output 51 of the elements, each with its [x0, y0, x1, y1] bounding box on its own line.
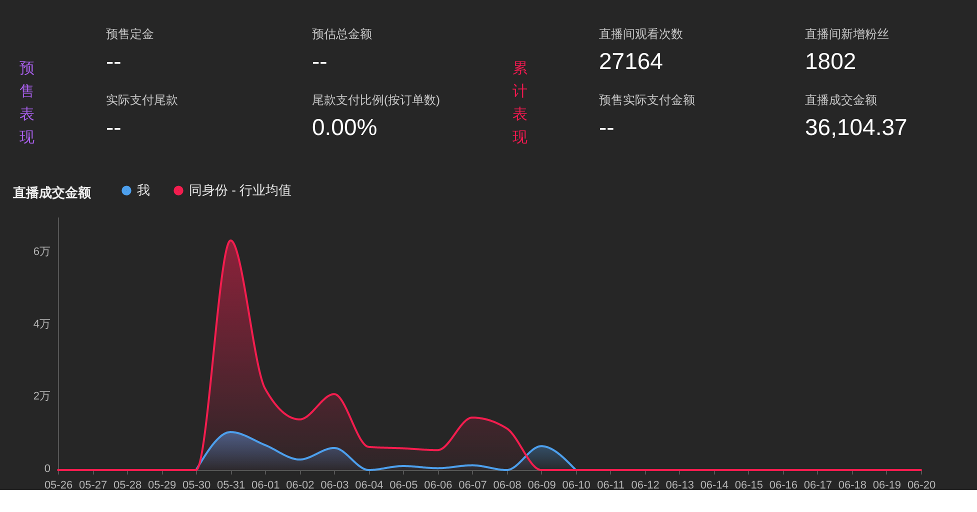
x-tick-label: 05-31	[217, 480, 246, 492]
x-tick-label: 06-11	[597, 480, 624, 492]
text: --	[312, 48, 328, 74]
x-tick-label: 05-29	[148, 480, 176, 492]
text: 预售定金	[106, 27, 154, 41]
x-tick-label: 06-20	[907, 480, 936, 492]
y-tick-label: 2万	[33, 390, 50, 403]
x-tick-label: 05-30	[182, 480, 211, 492]
text: 直播间新增粉丝	[805, 27, 889, 41]
text: --	[106, 114, 122, 140]
y-tick-label: 0	[44, 463, 50, 475]
text: 0.00%	[312, 114, 378, 140]
x-tick-label: 06-01	[252, 480, 280, 492]
text: 直播间观看次数	[599, 27, 683, 41]
x-tick-label: 06-17	[804, 480, 832, 492]
x-tick-label: 06-14	[700, 480, 728, 492]
text: 预售表现	[20, 60, 34, 146]
x-tick-label: 05-27	[78, 480, 108, 492]
legend-label: 我	[137, 182, 150, 198]
x-tick-label: 06-16	[769, 480, 798, 492]
legend-label: 同身份 - 行业均值	[189, 182, 292, 198]
x-tick-label: 06-15	[734, 480, 763, 492]
text: --	[106, 48, 122, 74]
x-tick-label: 06-12	[631, 480, 660, 492]
text: 36,104.37	[805, 114, 908, 140]
text: 直播成交金额	[805, 93, 877, 107]
x-tick-label: 06-06	[424, 480, 452, 492]
x-tick-label: 06-18	[838, 480, 867, 492]
x-tick-label: 06-08	[493, 480, 522, 492]
y-tick-label: 4万	[33, 318, 50, 330]
x-tick-label: 05-28	[113, 480, 142, 492]
text: 预估总金额	[312, 27, 372, 41]
text: --	[599, 114, 614, 140]
x-tick-label: 06-09	[528, 480, 556, 492]
y-tick-label: 6万	[33, 246, 50, 258]
x-tick-label: 06-10	[562, 480, 590, 492]
x-tick-label: 06-07	[458, 480, 487, 492]
text: 累计表现	[512, 60, 528, 146]
x-tick-label: 06-02	[286, 480, 314, 492]
x-tick-label: 06-04	[355, 480, 384, 492]
x-tick-label: 06-05	[390, 480, 418, 492]
text: 尾款支付比例(按订单数)	[312, 93, 440, 107]
chart-title: 直播成交金额	[12, 185, 92, 200]
x-tick-label: 06-03	[320, 480, 349, 492]
text: 实际支付尾款	[106, 93, 178, 107]
text: 预售实际支付金额	[599, 93, 695, 107]
x-tick-label: 06-19	[872, 480, 902, 492]
x-tick-label: 05-26	[44, 480, 73, 492]
text: 27164	[599, 48, 664, 74]
x-tick-label: 06-13	[666, 480, 694, 492]
text: 1802	[805, 48, 856, 74]
